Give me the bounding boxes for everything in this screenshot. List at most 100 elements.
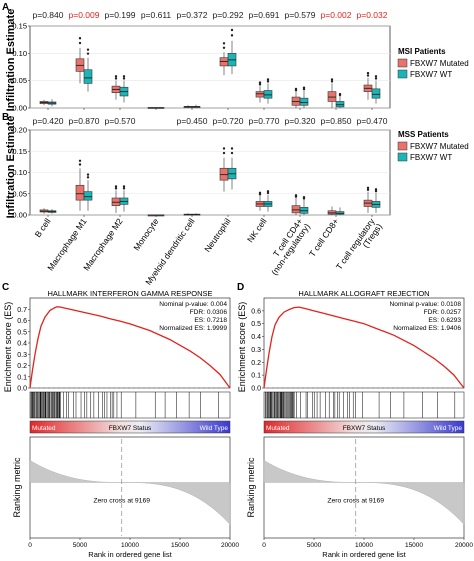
panel-a-box [83,69,93,84]
panel-b-box [291,205,301,214]
panel-a-outlier [230,28,234,32]
panel-c-es-ytick-label: 0.3 [17,352,27,359]
panel-c-xtick-label: 15000 [171,542,189,549]
panel-a-pvalue: p=0.579 [285,10,316,20]
panel-b-outlier [366,186,370,190]
category-label: T cell CD8+ [307,216,341,258]
panel-c-status-right: Wild Type [200,425,229,432]
panel-c-hits-frame [29,391,231,419]
panel-a-box [371,88,381,99]
category-label: Monocyte [131,216,160,252]
panel-b-legend-swatch-wt [397,152,408,162]
panel-b-legend-swatch-mutated [397,141,408,151]
panel-d-es-ytick-label: 0.4 [251,334,261,341]
panel-b-outlier [86,173,90,176]
panel-a-box [255,91,265,98]
panel-c-letter: C [2,282,9,293]
panel-a-outlier [78,37,82,40]
category-label: NK cell [245,216,269,244]
panel-c-rank-area [29,460,231,526]
panel-c-stat: FDR: 0.0306 [190,309,228,316]
panel-d-stat: Nominal p-value: 0.0108 [390,301,462,308]
panel-d-es-ytick-label: 0.2 [251,360,261,367]
panel-a-pvalue: p=0.611 [141,10,172,20]
panel-c-xtick-label: 20000 [221,542,239,549]
panel-c-xtick-label: 10000 [121,542,139,549]
panel-a-outlier [122,77,126,80]
panel-d-title: HALLMARK ALLOGRAFT REJECTION [298,289,429,298]
panel-c-status-mid: FBXW7 Status [109,425,152,432]
panel-c-es-curve [29,306,231,389]
panel-b-pvalue: p=0.470 [357,116,388,126]
panel-d-hits-frame [263,391,465,419]
panel-a-outlier [222,42,226,45]
panel-b-legend-mutated: FBXW7 Mutated [410,142,469,151]
panel-b-outlier [86,176,90,179]
panel-b-outlier [114,187,118,190]
category-label: Macrophage M2 [81,216,125,272]
panel-a-outlier [366,71,370,75]
panel-d-xtick-label: 10000 [355,542,373,549]
panel-d-xtick-label: 20000 [455,542,473,549]
panel-a-ytick-label: 0.15 [12,22,27,31]
panel-a-legend-wt: FBXW7 WT [410,70,452,79]
panel-d-es-ytick-label: 0.5 [251,321,261,328]
panel-d-status-left: Mutated [266,425,290,432]
panel-b-pvalue: p=0.720 [213,116,244,126]
panel-a-ytick-label: 0.10 [12,49,27,58]
panel-d-xtick-label: 15000 [405,542,423,549]
panel-b-outlier [230,151,234,155]
category-label: Neutrophil [202,216,232,254]
panel-b-legend-title: MSS Patients [398,130,449,139]
panel-c-es-ytick-label: 0.4 [17,341,27,348]
panel-b-outlier [266,190,270,193]
panel-b-outlier [114,185,118,188]
panel-b-outlier [122,185,126,188]
panel-a-ytick-label: 0.00 [12,104,27,113]
panel-b-box [83,191,93,201]
panel-c-es-ytick-label: 0.5 [17,329,27,336]
panel-b-ytick-label: 0.20 [12,126,27,135]
panel-b-pvalue: p=0.320 [285,116,316,126]
panel-b-plot: 0.00 0.05 0.10 0.15 0.20 p=0.420 p=0.870 p=0.57… [12,116,391,220]
panel-a-outlier [86,52,90,55]
panel-a-outlier [338,92,342,96]
panel-b-outlier [122,187,126,190]
panel-a-outlier [330,78,334,81]
panel-d-xtick-label: 0 [262,542,266,549]
panel-a-pvalue: p=0.002 [321,10,352,20]
panel-d-rank-area [263,460,465,526]
panel-a-pvalue: p=0.691 [249,10,280,20]
panel-a-outlier [258,83,262,86]
panel-c-status-left: Mutated [32,425,56,432]
panel-a-outlier [86,48,90,51]
panel-a-ytick-label: 0.05 [12,76,27,85]
panel-c-xtick-label: 0 [28,542,32,549]
panel-a-outlier [230,34,234,37]
panel-b-box [75,184,85,201]
panel-d-es-ytick-label: 0.1 [251,373,261,380]
panel-c-zero-cross-label: Zero cross at 9169 [93,497,150,504]
panel-a-outlier [330,80,334,83]
panel-a-legend-swatch-wt [397,69,408,79]
panel-a-box [335,101,345,108]
panel-d-letter: D [237,282,244,293]
panel-c-gsea: HALLMARK INTERFERON GAMMA RESPONSE 0.0 0.1… [3,289,239,559]
panel-a-legend-swatch-mutated [397,58,408,68]
category-label: T cell CD4+(non-regulatory) [262,216,312,277]
panel-c-es-ytick-label: 0.1 [17,374,27,381]
category-label: B cell [33,216,53,239]
panel-d-es-ylabel: Enrichment score (ES) [237,302,247,393]
panel-b-outlier [258,191,262,195]
panel-a-box [263,90,273,99]
panel-a-letter: A [2,2,9,13]
panel-a-outlier [302,86,306,89]
panel-b-outlier [222,151,226,155]
panel-c-stat: Normalized ES: 1.9999 [159,325,227,332]
panel-a-outlier [222,46,226,49]
panel-d-status-mid: FBXW7 Status [343,425,386,432]
panel-b-outlier [374,189,378,193]
panel-a-box [299,97,309,106]
